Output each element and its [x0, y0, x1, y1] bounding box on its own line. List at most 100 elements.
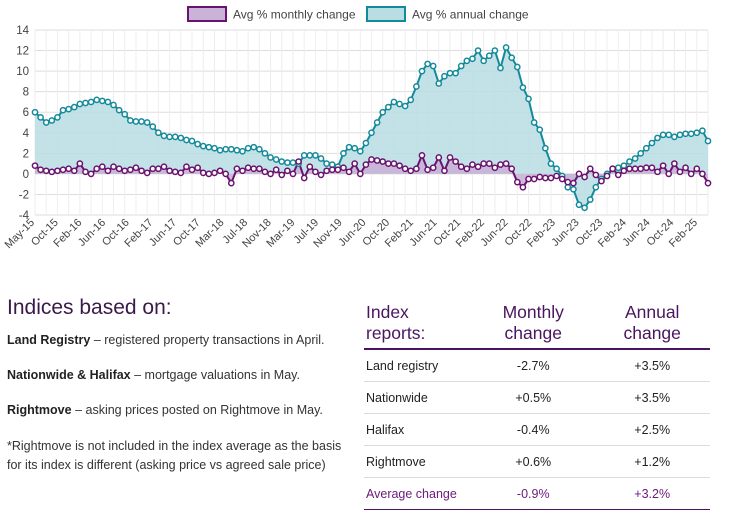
monthly-point: [379, 158, 387, 165]
y-tick-label: 14: [16, 25, 29, 37]
annual-point: [457, 62, 465, 70]
annual-point: [637, 149, 645, 157]
monthly-point: [31, 162, 39, 170]
monthly-point: [547, 174, 555, 182]
header-annual-change: Annual change: [623, 302, 681, 343]
monthly-point: [244, 164, 252, 172]
annual-point: [491, 47, 499, 54]
monthly-point: [272, 166, 280, 174]
annual-point: [463, 57, 471, 65]
monthly-point: [682, 164, 689, 172]
monthly-point: [284, 167, 291, 175]
info-line-nationwide-halifax: Nationwide & Halifax – mortgage valuatio…: [7, 367, 347, 384]
annual-point: [199, 142, 207, 150]
row-name: Halifax: [364, 413, 473, 446]
table-row-rightmove: Rightmove +0.6% +1.2%: [364, 445, 710, 478]
monthly-point: [126, 166, 134, 174]
annual-point: [497, 64, 504, 72]
annual-point: [272, 156, 280, 163]
monthly-point: [654, 168, 661, 176]
monthly-point: [418, 152, 426, 159]
monthly-point: [575, 170, 583, 178]
annual-point: [525, 95, 532, 103]
annual-point: [614, 164, 622, 172]
y-tick-label: 0: [23, 169, 29, 181]
annual-point: [132, 118, 140, 125]
annual-point: [570, 185, 577, 193]
annual-point: [659, 131, 667, 139]
annual-point: [441, 72, 448, 80]
legend-swatch-annual: [366, 6, 406, 22]
annual-point: [351, 144, 359, 152]
row-annual: +3.5%: [594, 349, 710, 382]
monthly-point: [93, 165, 101, 173]
annual-point: [704, 137, 712, 145]
annual-point: [699, 127, 706, 135]
monthly-point: [65, 165, 73, 173]
info-source: Rightmove: [7, 403, 72, 417]
monthly-point: [558, 175, 566, 183]
row-annual: +2.5%: [594, 413, 710, 446]
indices-info: Indices based on: Land Registry – regist…: [7, 296, 347, 492]
monthly-point: [183, 163, 190, 171]
monthly-point: [626, 165, 633, 173]
monthly-point: [340, 164, 347, 172]
annual-point: [536, 126, 544, 134]
monthly-point: [586, 165, 594, 173]
annual-point: [239, 147, 246, 155]
annual-point: [654, 134, 661, 142]
monthly-point: [614, 171, 622, 179]
monthly-point: [70, 167, 78, 175]
monthly-point: [300, 174, 308, 182]
table-row-land-registry: Land registry -2.7% +3.5%: [364, 349, 710, 382]
monthly-point: [216, 167, 224, 175]
annual-point: [155, 129, 162, 137]
monthly-point: [469, 161, 476, 168]
monthly-point: [441, 167, 448, 175]
annual-point: [126, 117, 134, 124]
monthly-point: [37, 166, 44, 174]
row-monthly: +0.5%: [472, 381, 595, 414]
monthly-point: [54, 167, 61, 175]
monthly-point: [497, 161, 504, 168]
annual-point: [345, 143, 353, 151]
monthly-point: [609, 165, 617, 173]
monthly-point: [317, 171, 325, 179]
annual-point: [93, 96, 101, 104]
monthly-point: [687, 170, 695, 178]
row-name: Nationwide: [364, 381, 473, 414]
annual-point: [323, 160, 330, 167]
monthly-point: [82, 168, 89, 176]
monthly-point: [642, 164, 650, 172]
monthly-point: [570, 179, 577, 187]
annual-point: [194, 140, 201, 148]
monthly-point: [396, 162, 403, 170]
monthly-point: [463, 165, 471, 173]
annual-point: [418, 67, 426, 75]
annual-point: [233, 146, 241, 154]
monthly-point: [631, 165, 639, 173]
monthly-point: [205, 170, 213, 178]
annual-point: [396, 100, 403, 108]
annual-point: [70, 103, 78, 111]
row-monthly: -0.4%: [472, 413, 595, 446]
info-source: Land Registry: [7, 333, 91, 347]
monthly-point: [155, 165, 162, 173]
monthly-point: [429, 164, 437, 172]
annual-point: [542, 144, 549, 152]
annual-point: [37, 114, 44, 121]
monthly-point: [491, 164, 499, 172]
table-header-row: Index reports: Monthly change Annual cha…: [364, 302, 710, 349]
monthly-point: [250, 165, 258, 173]
monthly-point: [267, 170, 274, 178]
monthly-point: [452, 158, 459, 165]
annual-point: [648, 139, 656, 147]
annual-point: [368, 129, 375, 137]
annual-point: [222, 145, 230, 153]
row-name: Average change: [364, 477, 473, 510]
monthly-point: [368, 156, 375, 163]
monthly-point: [384, 160, 392, 167]
monthly-point: [356, 170, 364, 178]
annual-point: [586, 196, 594, 203]
monthly-point: [345, 168, 353, 176]
